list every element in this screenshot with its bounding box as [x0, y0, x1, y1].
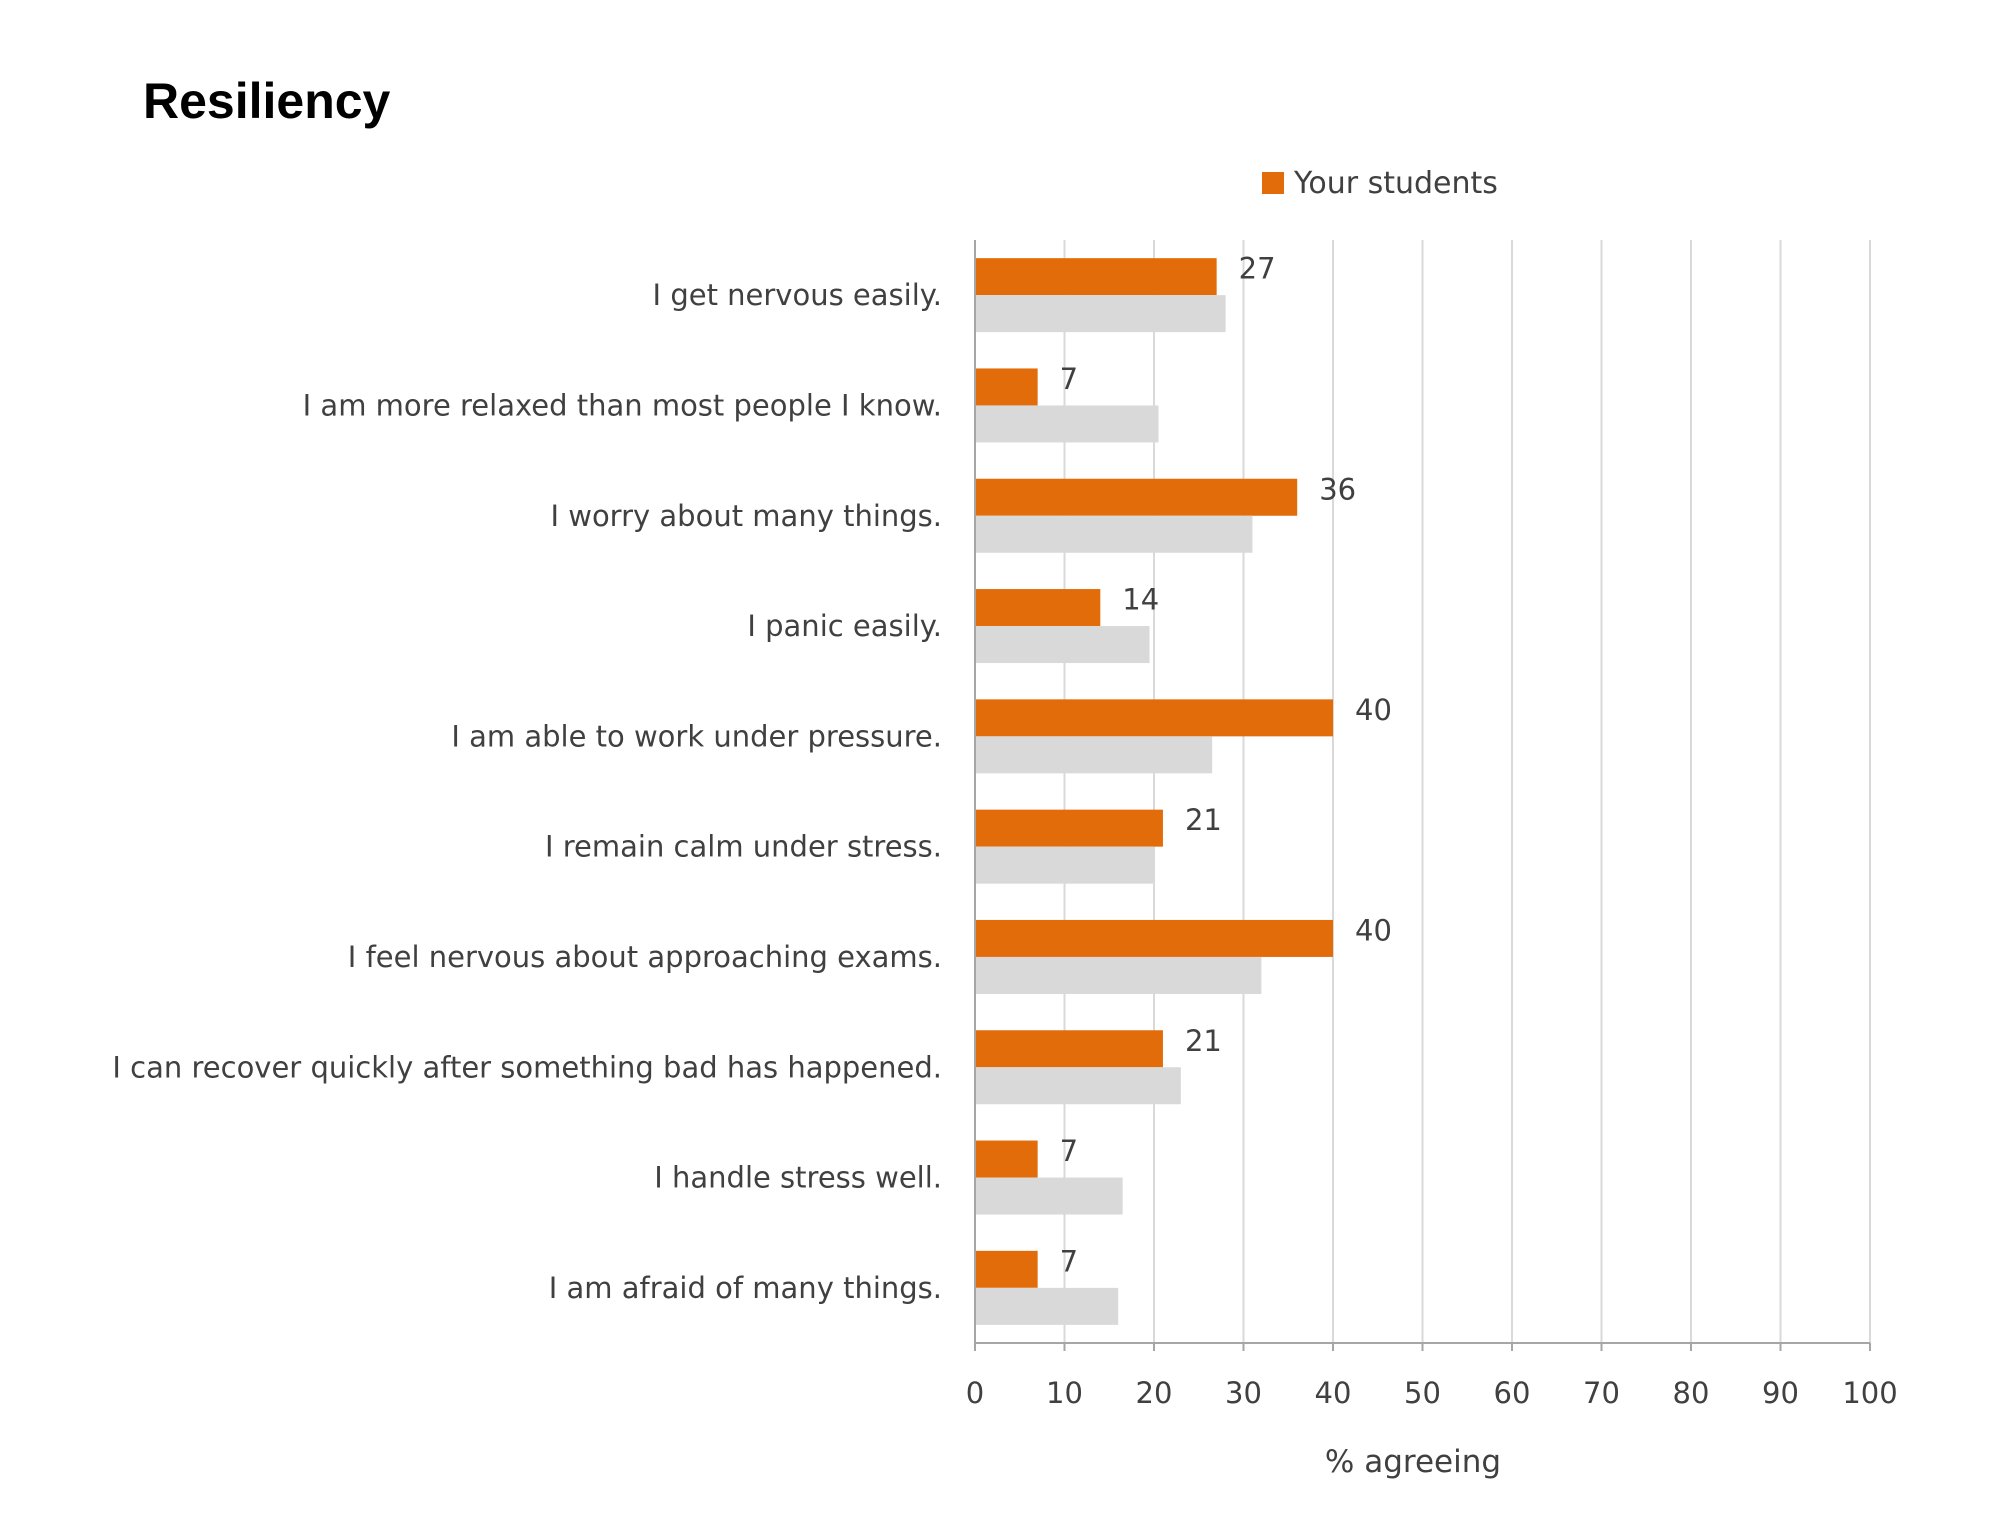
x-axis-title: % agreeing: [1325, 1444, 1501, 1480]
data-label-8: 21: [1185, 1024, 1222, 1058]
category-label-5: I am able to work under pressure.: [451, 719, 942, 753]
primary-bar-4: [975, 589, 1101, 627]
primary-bar-6: [975, 809, 1163, 847]
category-label-9: I handle stress well.: [654, 1161, 942, 1195]
primary-bar-7: [975, 919, 1333, 957]
comparison-bar-5: [975, 736, 1213, 774]
comparison-bar-2: [975, 405, 1159, 443]
data-label-6: 21: [1185, 803, 1222, 837]
chart-title: Resiliency: [143, 73, 391, 129]
comparison-bar-3: [975, 515, 1253, 553]
primary-bar-1: [975, 258, 1217, 296]
primary-bar-3: [975, 478, 1298, 516]
x-tick-labels: 0 10 20 30 40 50 60 70 80 90 100: [966, 1376, 1898, 1410]
x-tick-label-0: 0: [966, 1376, 984, 1410]
x-tick-label-100: 100: [1842, 1376, 1897, 1410]
category-label-8: I can recover quickly after something ba…: [112, 1050, 942, 1084]
x-tick-label-90: 90: [1762, 1376, 1799, 1410]
category-label-1: I get nervous easily.: [653, 278, 942, 312]
category-label-6: I remain calm under stress.: [545, 830, 942, 864]
legend-swatch-1: [1262, 172, 1284, 194]
x-tick-label-60: 60: [1494, 1376, 1531, 1410]
data-label-9: 7: [1060, 1134, 1078, 1168]
comparison-bar-1: [975, 295, 1226, 333]
comparison-bar-10: [975, 1287, 1119, 1325]
comparison-bar-8: [975, 1067, 1181, 1105]
data-label-5: 40: [1355, 693, 1392, 727]
category-label-2: I am more relaxed than most people I kno…: [303, 388, 942, 422]
data-label-1: 27: [1239, 252, 1276, 286]
data-label-2: 7: [1060, 362, 1078, 396]
x-tick-label-40: 40: [1315, 1376, 1352, 1410]
data-label-3: 36: [1319, 472, 1356, 506]
data-label-4: 14: [1122, 583, 1159, 617]
x-tick-label-30: 30: [1225, 1376, 1262, 1410]
x-tick-label-10: 10: [1046, 1376, 1083, 1410]
primary-bar-5: [975, 699, 1333, 737]
axes: [974, 240, 1871, 1351]
x-tick-label-20: 20: [1136, 1376, 1173, 1410]
data-labels: 27 7 36 14 40 21 40 21 7 7: [1060, 252, 1392, 1279]
primary-bar-2: [975, 368, 1038, 406]
comparison-bar-7: [975, 956, 1262, 994]
x-tick-label-50: 50: [1404, 1376, 1441, 1410]
legend-label-1: Your students: [1293, 166, 1498, 201]
comparison-bar-6: [975, 846, 1154, 884]
gridlines: [1063, 240, 1871, 1343]
primary-bar-9: [975, 1140, 1038, 1178]
bars: [975, 258, 1333, 1325]
category-label-4: I panic easily.: [747, 609, 942, 643]
primary-bar-8: [975, 1030, 1163, 1068]
data-label-7: 40: [1355, 913, 1392, 947]
comparison-bar-4: [975, 626, 1150, 664]
category-labels: I get nervous easily. I am more relaxed t…: [112, 278, 942, 1305]
primary-bar-10: [975, 1250, 1038, 1288]
data-label-10: 7: [1060, 1244, 1078, 1278]
comparison-bar-9: [975, 1177, 1123, 1215]
category-label-10: I am afraid of many things.: [549, 1271, 942, 1305]
category-label-3: I worry about many things.: [550, 499, 942, 533]
x-tick-label-70: 70: [1583, 1376, 1620, 1410]
legend: Your students: [1262, 166, 1498, 201]
category-label-7: I feel nervous about approaching exams.: [348, 940, 942, 974]
x-tick-label-80: 80: [1673, 1376, 1710, 1410]
